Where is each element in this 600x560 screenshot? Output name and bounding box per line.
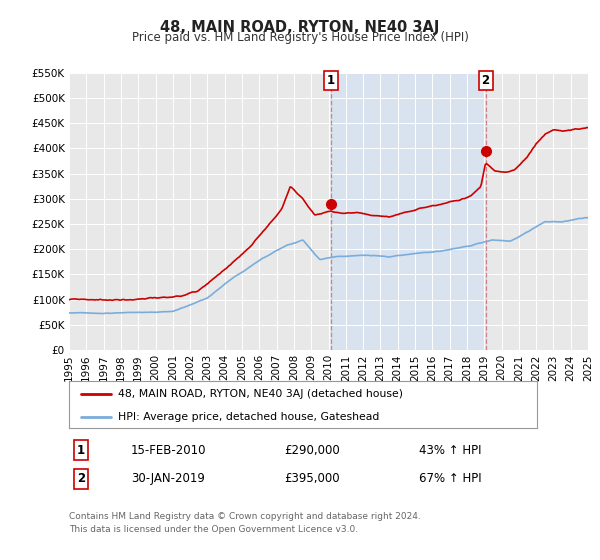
Text: 43% ↑ HPI: 43% ↑ HPI [419, 444, 481, 457]
Text: 30-JAN-2019: 30-JAN-2019 [131, 472, 205, 486]
Text: 67% ↑ HPI: 67% ↑ HPI [419, 472, 481, 486]
Text: 1: 1 [326, 74, 335, 87]
Bar [331, 73, 485, 350]
Text: 2: 2 [482, 74, 490, 87]
Text: 1: 1 [77, 444, 85, 457]
Text: HPI: Average price, detached house, Gateshead: HPI: Average price, detached house, Gate… [118, 412, 380, 422]
Text: 48, MAIN ROAD, RYTON, NE40 3AJ: 48, MAIN ROAD, RYTON, NE40 3AJ [160, 20, 440, 35]
Text: 15-FEB-2010: 15-FEB-2010 [130, 444, 206, 457]
Text: Contains HM Land Registry data © Crown copyright and database right 2024.
This d: Contains HM Land Registry data © Crown c… [69, 512, 421, 534]
Text: 2: 2 [77, 472, 85, 486]
Text: 48, MAIN ROAD, RYTON, NE40 3AJ (detached house): 48, MAIN ROAD, RYTON, NE40 3AJ (detached… [118, 389, 403, 399]
Text: Price paid vs. HM Land Registry's House Price Index (HPI): Price paid vs. HM Land Registry's House … [131, 31, 469, 44]
Text: £290,000: £290,000 [284, 444, 340, 457]
Text: £395,000: £395,000 [284, 472, 340, 486]
